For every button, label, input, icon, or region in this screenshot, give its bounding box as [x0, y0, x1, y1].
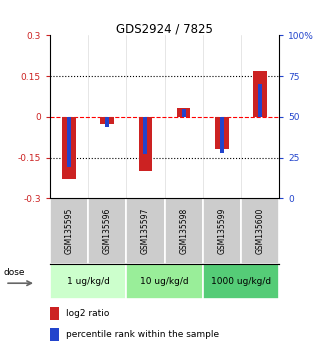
Text: 1000 ug/kg/d: 1000 ug/kg/d — [211, 277, 271, 286]
Bar — [258, 84, 262, 117]
Text: 10 ug/kg/d: 10 ug/kg/d — [140, 277, 189, 286]
Bar — [241, 198, 279, 264]
Text: GSM135596: GSM135596 — [103, 208, 112, 254]
Bar — [215, 117, 229, 149]
Text: GSM135600: GSM135600 — [256, 208, 265, 254]
Bar — [50, 328, 59, 341]
Bar — [182, 109, 186, 117]
Text: GSM135599: GSM135599 — [217, 208, 226, 254]
Bar — [50, 264, 126, 299]
Bar — [67, 117, 71, 167]
Bar — [177, 108, 190, 117]
Title: GDS2924 / 7825: GDS2924 / 7825 — [116, 22, 213, 35]
Bar — [62, 117, 75, 179]
Text: GSM135598: GSM135598 — [179, 208, 188, 254]
Text: GSM135597: GSM135597 — [141, 208, 150, 254]
Bar — [139, 117, 152, 171]
Bar — [126, 264, 203, 299]
Bar — [203, 264, 279, 299]
Bar — [126, 198, 164, 264]
Bar — [88, 198, 126, 264]
Text: 1 ug/kg/d: 1 ug/kg/d — [66, 277, 109, 286]
Bar — [143, 117, 147, 154]
Bar — [105, 117, 109, 127]
Text: dose: dose — [3, 268, 25, 277]
Text: GSM135595: GSM135595 — [65, 208, 74, 254]
Bar — [203, 198, 241, 264]
Text: log2 ratio: log2 ratio — [66, 309, 109, 318]
Bar — [164, 198, 203, 264]
Bar — [100, 117, 114, 124]
Bar — [254, 71, 267, 117]
Bar — [50, 198, 88, 264]
Bar — [220, 117, 224, 153]
Text: percentile rank within the sample: percentile rank within the sample — [66, 330, 219, 339]
Bar — [50, 307, 59, 320]
